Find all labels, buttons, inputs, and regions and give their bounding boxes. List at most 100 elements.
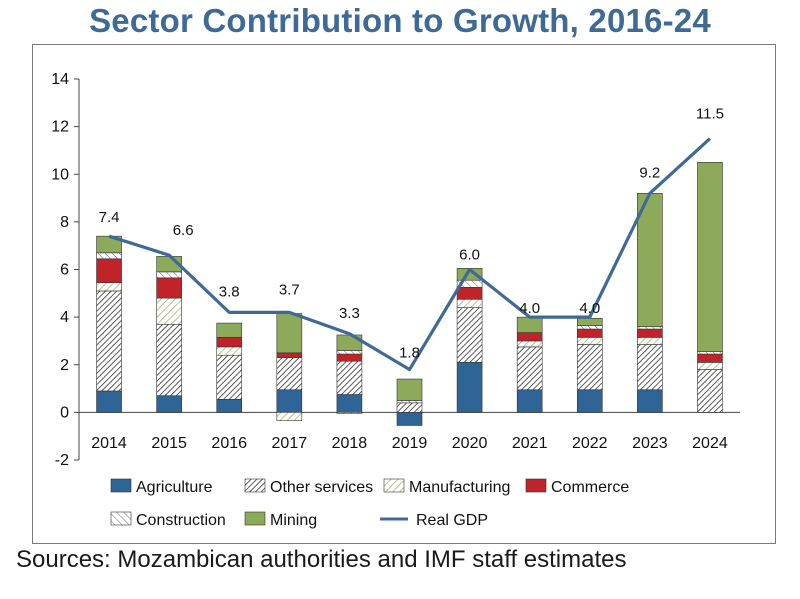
chart-title: Sector Contribution to Growth, 2016-24 <box>89 2 711 39</box>
gdp-data-label: 7.4 <box>99 209 120 226</box>
bar-other-services <box>216 354 243 400</box>
bar-agriculture <box>516 389 543 413</box>
bar-construction <box>396 400 423 404</box>
legend-label-commerce: Commerce <box>551 479 629 496</box>
chart-frame <box>32 44 776 544</box>
bar-other-services <box>276 357 303 391</box>
gdp-data-label: 1.8 <box>399 345 420 362</box>
bar-other-services <box>576 344 603 391</box>
bar-commerce <box>637 328 663 338</box>
bar-mining <box>576 318 603 326</box>
bar-other-services <box>697 369 723 413</box>
gdp-data-label: 6.6 <box>173 222 194 239</box>
bar-other-services <box>396 402 423 413</box>
gdp-data-label: 3.3 <box>339 305 360 322</box>
bar-commerce <box>336 353 363 362</box>
legend-label-mining: Mining <box>270 512 317 529</box>
x-tick-label: 2018 <box>332 435 368 452</box>
bar-mining <box>276 313 303 354</box>
bar-agriculture <box>456 362 483 413</box>
legend-label-other-services: Other services <box>270 479 373 496</box>
y-tick-label: 6 <box>60 262 69 279</box>
bar-manufacturing <box>637 337 663 345</box>
gdp-data-label: 4.0 <box>519 300 540 317</box>
gdp-data-label: 6.0 <box>459 247 480 264</box>
bar-agriculture <box>96 390 122 413</box>
legend-label-manufacturing: Manufacturing <box>409 479 510 496</box>
y-tick-label: 4 <box>60 309 69 326</box>
x-tick-label: 2014 <box>91 435 127 452</box>
bar-commerce <box>456 287 483 300</box>
legend-label-real-gdp: Real GDP <box>416 512 488 529</box>
bar-agriculture <box>396 412 423 426</box>
legend-label-agriculture: Agriculture <box>136 479 213 496</box>
x-tick-label: 2021 <box>512 435 548 452</box>
bar-construction <box>156 271 182 279</box>
bar-manufacturing <box>276 412 303 422</box>
bar-commerce <box>276 352 303 358</box>
bar-manufacturing <box>156 297 182 325</box>
bar-mining <box>516 316 543 333</box>
bar-construction <box>697 351 723 355</box>
legend-swatch-commerce <box>525 478 547 493</box>
bar-mining <box>637 193 663 327</box>
bar-agriculture <box>576 389 603 413</box>
bar-other-services <box>96 290 122 392</box>
x-tick-label: 2020 <box>452 435 488 452</box>
bar-commerce <box>576 328 603 338</box>
y-tick-label: -2 <box>55 452 69 469</box>
bar-manufacturing <box>456 298 483 308</box>
bar-mining <box>396 378 423 401</box>
legend-swatch-manufacturing <box>383 478 405 493</box>
bar-mining <box>697 162 723 352</box>
gdp-data-label: 4.0 <box>579 300 600 317</box>
x-tick-label: 2016 <box>211 435 247 452</box>
gdp-data-label: 11.5 <box>696 106 724 123</box>
gdp-data-label: 9.2 <box>639 164 660 181</box>
x-tick-label: 2023 <box>632 435 668 452</box>
gdp-data-label: 3.7 <box>279 281 300 298</box>
y-tick-label: 14 <box>51 71 69 88</box>
legend-label-construction: Construction <box>136 512 226 529</box>
bar-agriculture <box>156 395 182 413</box>
bar-construction <box>637 326 663 330</box>
x-tick-label: 2022 <box>572 435 608 452</box>
bar-commerce <box>216 337 243 348</box>
bar-manufacturing <box>336 412 363 414</box>
bar-construction <box>336 350 363 355</box>
y-tick-label: 12 <box>51 119 69 136</box>
x-tick-label: 2017 <box>272 435 308 452</box>
bar-other-services <box>336 360 363 395</box>
bar-manufacturing <box>516 340 543 348</box>
real-gdp-line <box>108 137 712 372</box>
bar-commerce <box>156 277 182 299</box>
bar-commerce <box>96 258 122 283</box>
legend-swatch-agriculture <box>110 478 132 493</box>
legend-swatch-mining <box>244 511 266 526</box>
legend-swatch-construction <box>110 511 132 526</box>
bar-other-services <box>516 346 543 391</box>
bar-agriculture <box>276 389 303 413</box>
bar-construction <box>576 325 603 330</box>
y-tick-label: 2 <box>60 357 69 374</box>
bar-other-services <box>456 307 483 363</box>
bar-manufacturing <box>216 346 243 356</box>
bar-manufacturing <box>697 362 723 370</box>
bar-agriculture <box>336 394 363 413</box>
legend-swatch-other-services <box>244 478 266 493</box>
gdp-data-label: 3.8 <box>219 283 240 300</box>
source-note: Sources: Mozambican authorities and IMF … <box>16 546 627 573</box>
bar-agriculture <box>637 389 663 413</box>
x-tick-label: 2019 <box>392 435 428 452</box>
bar-commerce <box>697 353 723 363</box>
bar-other-services <box>156 323 182 397</box>
bar-commerce <box>516 332 543 342</box>
bar-construction <box>96 252 122 260</box>
bar-agriculture <box>216 398 243 413</box>
x-tick-label: 2015 <box>151 435 187 452</box>
y-tick-label: 10 <box>51 166 69 183</box>
y-tick-label: 8 <box>60 214 69 231</box>
bar-manufacturing <box>96 282 122 292</box>
bar-manufacturing <box>576 337 603 345</box>
